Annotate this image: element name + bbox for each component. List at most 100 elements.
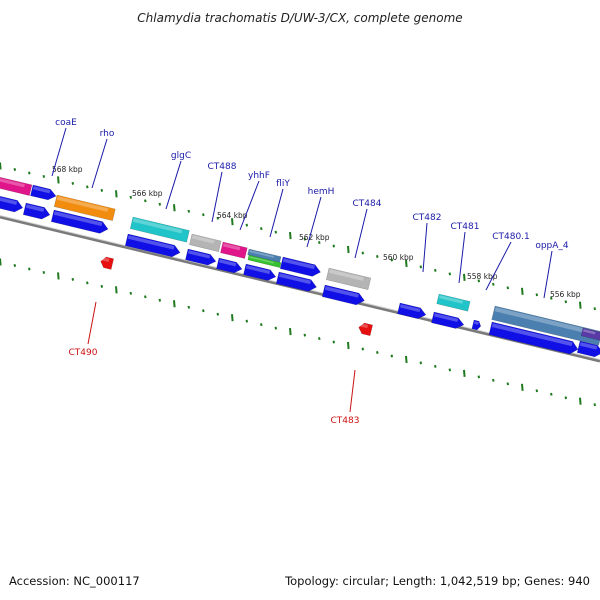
tick-row-lower [0,258,597,407]
kbp-label: 568 kbp [52,165,83,174]
feature-glgC [129,216,190,243]
kbp-label: 562 kbp [299,233,330,242]
kbp-label: 556 kbp [550,290,581,299]
minor-tick [245,319,249,323]
minor-tick [448,272,452,276]
minor-tick [332,340,336,344]
minor-tick [593,403,597,407]
cds-edge [576,340,600,358]
gene-label-CT483: CT483 [331,416,360,426]
minor-tick [318,241,321,245]
minor-tick [202,213,205,217]
kbp-scale: 568 kbp 566 kbp 564 kbp 562 kbp 560 kbp 558 k… [52,165,581,299]
minor-tick [492,378,495,382]
minor-tick [419,361,423,365]
major-tick [0,162,2,170]
minor-tick [361,347,365,351]
minor-tick [593,307,597,311]
topology-text: Topology: circular; Length: 1,042,519 bp… [285,574,590,588]
gene-label-CT490: CT490 [69,348,98,358]
leader-line [91,138,108,189]
minor-tick [550,296,553,300]
minor-tick [158,202,162,206]
minor-tick [100,188,104,192]
minor-tick [216,312,220,316]
minor-tick [187,305,191,309]
leader-line [87,301,97,345]
gene-label-hemH: hemH [308,187,335,197]
feature-CT488 [189,233,222,252]
minor-tick [434,268,437,272]
minor-tick [564,300,568,304]
feature-CT481 [436,293,471,312]
minor-tick [260,227,263,231]
gene-label-oppA-4: oppA_4 [535,241,569,251]
gene-label-glgC: glgC [171,151,191,161]
feature-CT483 [358,322,373,337]
minor-tick [129,291,133,295]
minor-tick [100,284,104,288]
map-title: Chlamydia trachomatis D/UW-3/CX, complet… [137,11,462,25]
cds-8 [275,271,317,292]
feature-CT484 [325,267,372,291]
cds-7 [243,263,277,281]
major-tick [115,286,118,294]
minor-tick [86,185,89,189]
kbp-label: 566 kbp [132,189,163,198]
feature-fliY-b [247,254,282,268]
major-tick [289,232,292,240]
minor-tick [535,389,539,393]
minor-tick [477,279,481,283]
minor-tick [216,216,220,220]
gene-labels: coaE rho glgC CT488 yhhF fliY hemH CT484 CT482 CT… [51,118,569,426]
major-tick [347,245,350,254]
major-tick [405,259,408,268]
minor-tick [303,333,307,337]
major-tick [115,190,118,198]
minor-tick [158,298,162,302]
gene-label-CT484: CT484 [353,199,382,209]
gene-label-yhhF: yhhF [248,171,270,181]
minor-tick [419,265,423,269]
leader-line [239,180,260,231]
minor-tick [28,171,31,175]
minor-tick [245,223,249,227]
major-tick [289,328,292,336]
leader-line [211,171,223,223]
feature-edge [580,327,600,341]
cds-oppA_4 [488,321,579,355]
minor-tick [376,254,379,258]
leader-line [485,241,512,291]
gene-label-fliY: fliY [276,179,290,189]
feature-rho [53,194,116,221]
major-tick [57,272,60,280]
cds-4 [124,233,181,258]
leader-line [51,127,67,177]
minor-tick [376,350,379,354]
gene-label-CT488: CT488 [208,162,237,172]
minor-tick [492,282,495,286]
cds-9 [321,284,365,306]
major-tick [0,258,2,266]
feature-coaE [0,175,33,196]
minor-tick [187,209,191,213]
minor-tick [86,281,89,285]
feature-CT490 [100,256,114,270]
minor-tick [434,364,437,368]
minor-tick [13,263,17,267]
major-tick [231,218,234,226]
minor-tick [42,270,46,274]
minor-tick [318,337,321,341]
leader-line [165,160,182,210]
kbp-label: 558 kbp [467,272,498,281]
major-tick [579,397,582,405]
minor-tick [260,323,263,327]
minor-tick [332,244,336,248]
major-tick [463,369,466,377]
cds-3 [50,209,109,234]
leader-line [306,196,322,248]
major-tick [173,204,176,212]
cds-6 [216,257,243,274]
gene-label-rho: rho [100,129,115,139]
feature-hemH [279,256,321,277]
